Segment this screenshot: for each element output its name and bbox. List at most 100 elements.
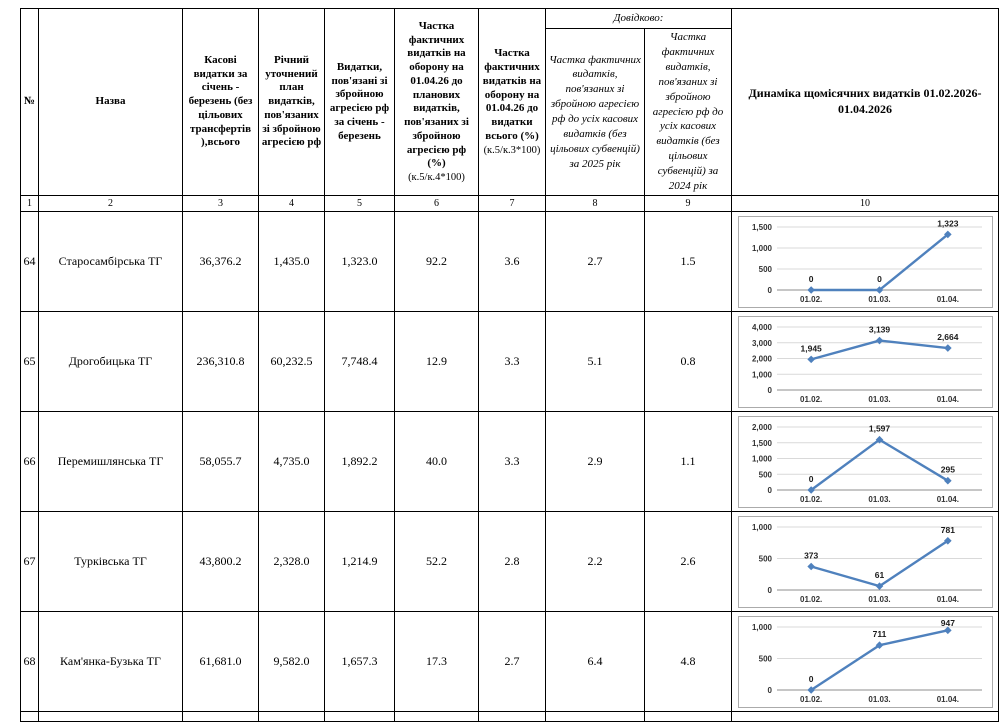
- header-annual-plan: Річний уточнений план видатків, пов'язан…: [258, 8, 325, 196]
- share-2025-value: 2.7: [545, 211, 645, 312]
- cash-expenditures-value: 36,376.2: [182, 211, 259, 312]
- report-table-sheet: № Назва Касові видатки за січень - берез…: [20, 8, 1000, 722]
- defense-expenditures-value: 1,323.0: [324, 211, 395, 312]
- svg-text:01.02.: 01.02.: [800, 395, 822, 404]
- svg-text:0: 0: [767, 386, 772, 395]
- dynamics-chart-cell: 0 500 1,000 01.02. 01.03. 01.04. 0 711 947: [731, 611, 1000, 712]
- header-share-of-total-formula: (к.5/к.3*100): [483, 144, 541, 156]
- svg-text:0: 0: [808, 274, 813, 284]
- svg-text:3,139: 3,139: [868, 324, 890, 334]
- svg-text:1,597: 1,597: [868, 423, 890, 433]
- column-index: 2: [38, 195, 183, 212]
- svg-text:01.03.: 01.03.: [868, 495, 890, 504]
- share-2025-value: 2.9: [545, 411, 645, 512]
- annual-plan-value: 4,735.0: [258, 411, 325, 512]
- svg-text:3,000: 3,000: [751, 338, 772, 347]
- svg-text:2,664: 2,664: [937, 332, 959, 342]
- annual-plan-value: 1,435.0: [258, 211, 325, 312]
- clipped-next-row: [20, 711, 1000, 722]
- svg-text:01.04.: 01.04.: [936, 495, 958, 504]
- svg-text:0: 0: [767, 486, 772, 495]
- column-index: 10: [731, 195, 1000, 212]
- community-name: Кам'янка-Бузька ТГ: [38, 611, 183, 712]
- share-2024-value: 1.5: [643, 211, 733, 312]
- svg-text:0: 0: [808, 474, 813, 484]
- svg-text:2,000: 2,000: [751, 354, 772, 363]
- header-monthly-dynamics: Динаміка щомісячних видатків 01.02.2026-…: [731, 8, 1000, 196]
- svg-text:500: 500: [758, 265, 772, 274]
- line-chart-svg: 0 500 1,000 1,500 2,000 01.02. 01.03. 01.04. 0 1,…: [751, 423, 982, 504]
- line-chart-svg: 0 500 1,000 01.02. 01.03. 01.04. 0 711 947: [751, 618, 982, 704]
- share-of-total-value: 2.8: [478, 511, 546, 612]
- header-row-bottom: Частка фактичних видатків, пов'язаних зі…: [21, 28, 999, 196]
- header-row-top: № Назва Касові видатки за січень - берез…: [20, 8, 1000, 196]
- share-of-plan-value: 52.2: [394, 511, 479, 612]
- svg-text:1,500: 1,500: [751, 438, 772, 447]
- svg-text:01.03.: 01.03.: [868, 695, 890, 704]
- column-index: 5: [324, 195, 395, 212]
- svg-text:500: 500: [758, 654, 772, 663]
- share-of-plan-value: 12.9: [394, 311, 479, 412]
- table-row: 68 Кам'янка-Бузька ТГ 61,681.0 9,582.0 1…: [20, 611, 1000, 712]
- svg-text:01.02.: 01.02.: [800, 595, 822, 604]
- community-name: Дрогобицька ТГ: [38, 311, 183, 412]
- svg-text:61: 61: [874, 570, 884, 580]
- svg-text:01.03.: 01.03.: [868, 295, 890, 304]
- table-row: 67 Турківська ТГ 43,800.2 2,328.0 1,214.…: [20, 511, 1000, 612]
- share-2025-value: 6.4: [545, 611, 645, 712]
- svg-text:0: 0: [877, 274, 882, 284]
- svg-text:01.02.: 01.02.: [800, 295, 822, 304]
- annual-plan-value: 9,582.0: [258, 611, 325, 712]
- table-row: 66 Перемишлянська ТГ 58,055.7 4,735.0 1,…: [20, 411, 1000, 512]
- cash-expenditures-value: 58,055.7: [182, 411, 259, 512]
- header-cash-expenditures: Касові видатки за січень - березень (без…: [182, 8, 259, 196]
- share-of-total-value: 3.6: [478, 211, 546, 312]
- community-name: Перемишлянська ТГ: [38, 411, 183, 512]
- share-2024-value: 4.8: [643, 611, 733, 712]
- svg-text:01.04.: 01.04.: [936, 295, 958, 304]
- svg-text:295: 295: [940, 464, 954, 474]
- expenditure-table: № Назва Касові видатки за січень - берез…: [20, 8, 1000, 722]
- header-share-of-total-text: Частка фактичних видатків на оборону на …: [482, 47, 542, 142]
- svg-text:0: 0: [767, 586, 772, 595]
- share-2025-value: 2.2: [545, 511, 645, 612]
- svg-text:4,000: 4,000: [751, 323, 772, 332]
- cash-expenditures-value: 236,310.8: [182, 311, 259, 412]
- svg-text:1,000: 1,000: [751, 370, 772, 379]
- defense-expenditures-value: 1,657.3: [324, 611, 395, 712]
- svg-text:01.03.: 01.03.: [868, 395, 890, 404]
- share-of-total-value: 3.3: [478, 311, 546, 412]
- svg-text:947: 947: [940, 618, 954, 628]
- row-number: 65: [20, 311, 39, 412]
- column-numbering-row: 1 2 3 4 5 6 7 8 9 10: [20, 195, 1000, 212]
- svg-text:2,000: 2,000: [751, 423, 772, 432]
- svg-text:01.04.: 01.04.: [936, 595, 958, 604]
- column-index: 4: [258, 195, 325, 212]
- share-2025-value: 5.1: [545, 311, 645, 412]
- row-number: 66: [20, 411, 39, 512]
- defense-expenditures-value: 1,892.2: [324, 411, 395, 512]
- header-share-of-total: Частка фактичних видатків на оборону на …: [478, 8, 546, 196]
- column-index: 7: [478, 195, 546, 212]
- header-reference-group: Довідково:: [544, 8, 733, 29]
- svg-text:1,000: 1,000: [751, 454, 772, 463]
- defense-expenditures-value: 1,214.9: [324, 511, 395, 612]
- svg-text:01.02.: 01.02.: [800, 495, 822, 504]
- table-row: 65 Дрогобицька ТГ 236,310.8 60,232.5 7,7…: [20, 311, 1000, 412]
- header-name: Назва: [38, 8, 183, 196]
- svg-text:1,500: 1,500: [751, 223, 772, 232]
- svg-text:1,000: 1,000: [751, 623, 772, 632]
- column-index: 1: [20, 195, 39, 212]
- row-number: 64: [20, 211, 39, 312]
- header-share-2024: Частка фактичних видатків, пов'язаних зі…: [643, 28, 733, 196]
- monthly-dynamics-line-chart: 0 500 1,000 01.02. 01.03. 01.04. 373 61 781: [737, 515, 993, 608]
- svg-text:01.04.: 01.04.: [936, 395, 958, 404]
- table-row: 64 Старосамбірська ТГ 36,376.2 1,435.0 1…: [20, 211, 1000, 312]
- header-number: №: [20, 8, 39, 196]
- cash-expenditures-value: 43,800.2: [182, 511, 259, 612]
- svg-text:0: 0: [767, 686, 772, 695]
- svg-text:500: 500: [758, 554, 772, 563]
- header-share-of-plan: Частка фактичних видатків на оборону на …: [394, 8, 479, 196]
- community-name: Турківська ТГ: [38, 511, 183, 612]
- line-chart-svg: 0 500 1,000 1,500 01.02. 01.03. 01.04. 0 0 1,323: [751, 218, 982, 304]
